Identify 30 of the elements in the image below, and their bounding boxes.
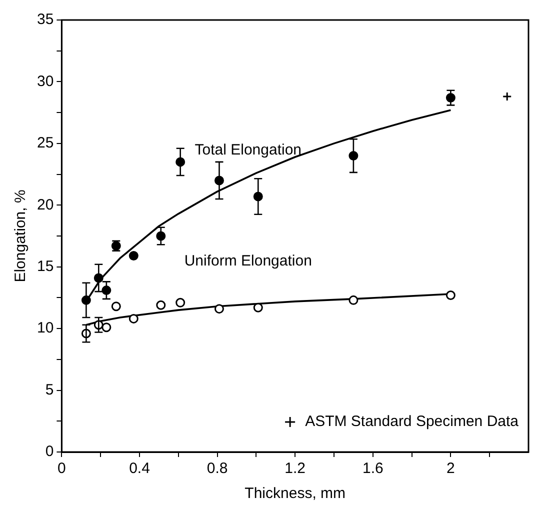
point xyxy=(253,302,263,312)
y-tick-label: 25 xyxy=(36,134,54,152)
point xyxy=(111,302,121,312)
y-tick-label: 35 xyxy=(36,11,54,28)
y-tick-label: 0 xyxy=(45,443,54,460)
point xyxy=(176,298,186,308)
x-tick-label: 0.8 xyxy=(206,460,228,478)
y-tick-label: 5 xyxy=(45,381,54,398)
x-tick-label: 0.4 xyxy=(129,460,150,478)
series-label: Uniform Elongation xyxy=(184,252,312,270)
point xyxy=(156,300,166,310)
point xyxy=(502,92,512,102)
point xyxy=(348,295,358,305)
x-axis-title: Thickness, mm xyxy=(244,485,346,502)
x-tick-label: 1.6 xyxy=(362,460,384,478)
series-label: Total Elongation xyxy=(194,142,302,159)
y-tick-label: 10 xyxy=(36,320,54,337)
y-tick-label: 30 xyxy=(36,72,54,90)
point xyxy=(128,251,138,260)
point xyxy=(128,314,138,324)
point xyxy=(102,322,112,332)
y-tick-label: 15 xyxy=(36,258,54,275)
x-tick-label: 1.2 xyxy=(284,460,306,478)
point xyxy=(446,290,456,300)
x-tick-label: 2 xyxy=(446,460,455,478)
x-tick-label: 0 xyxy=(58,460,66,478)
point xyxy=(214,304,224,314)
y-tick-label: 20 xyxy=(36,196,54,214)
legend-label: ASTM Standard Specimen Data xyxy=(305,413,520,430)
y-axis-title: Elongation, % xyxy=(12,190,30,282)
